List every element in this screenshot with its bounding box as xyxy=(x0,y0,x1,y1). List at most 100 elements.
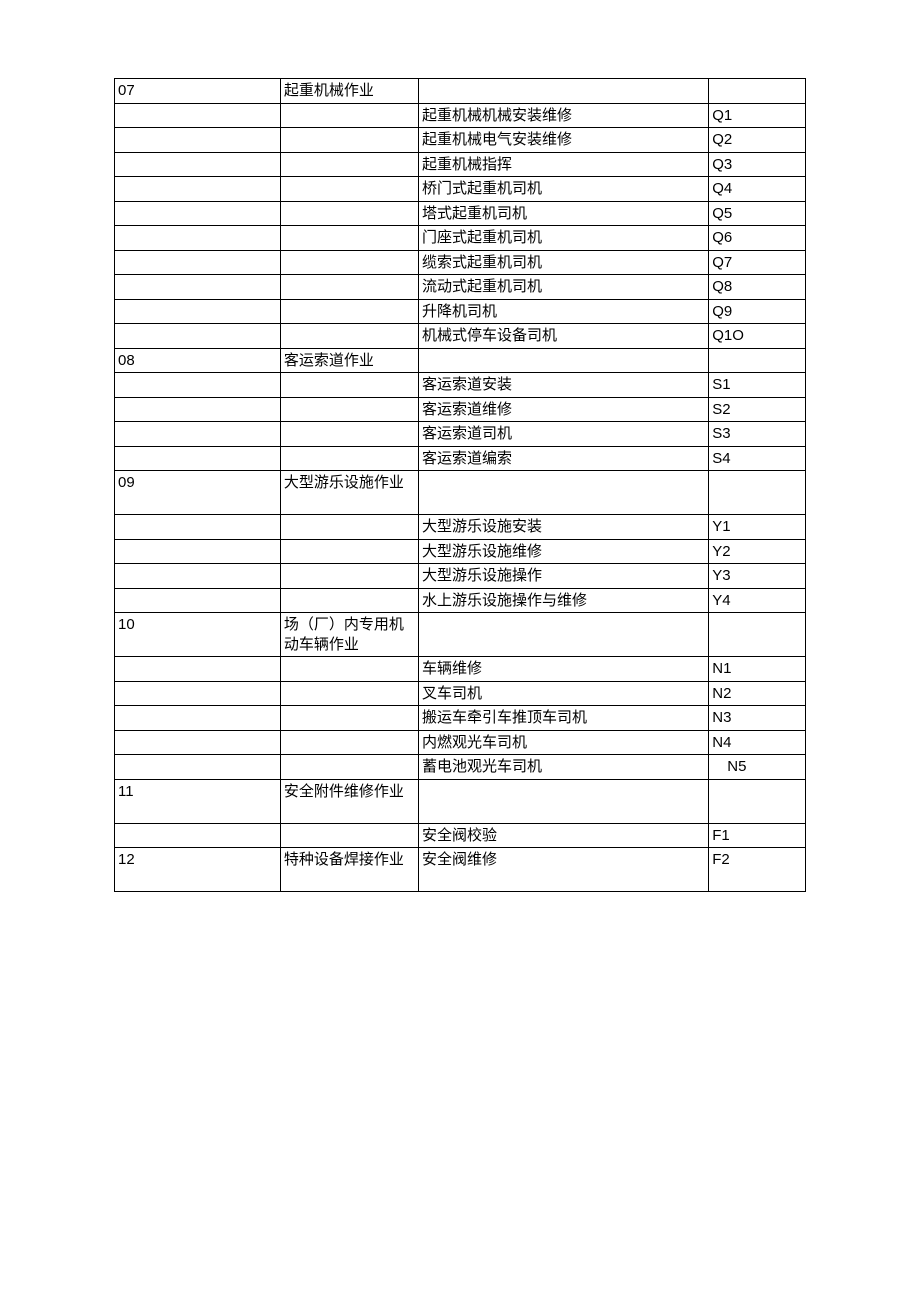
table-cell: Q5 xyxy=(709,201,806,226)
table-cell: N4 xyxy=(709,730,806,755)
table-cell: Q1 xyxy=(709,103,806,128)
table-cell: 搬运车牵引车推顶车司机 xyxy=(419,706,709,731)
table-row: 升降机司机Q9 xyxy=(115,299,806,324)
table-row: 起重机械指挥Q3 xyxy=(115,152,806,177)
table-cell xyxy=(115,755,281,780)
table-cell: 起重机械机械安装维修 xyxy=(419,103,709,128)
table-cell xyxy=(115,446,281,471)
table-cell xyxy=(280,446,418,471)
table-cell xyxy=(280,299,418,324)
table-cell xyxy=(280,397,418,422)
table-cell xyxy=(419,779,709,823)
table-cell: 机械式停车设备司机 xyxy=(419,324,709,349)
table-cell: 安全阀维修 xyxy=(419,848,709,892)
table-cell xyxy=(115,103,281,128)
table-row: 搬运车牵引车推顶车司机N3 xyxy=(115,706,806,731)
table-row: 客运索道编索S4 xyxy=(115,446,806,471)
table-cell xyxy=(280,275,418,300)
table-cell: 起重机械指挥 xyxy=(419,152,709,177)
table-row: 客运索道安装S1 xyxy=(115,373,806,398)
table-cell: Y1 xyxy=(709,515,806,540)
table-cell: Y3 xyxy=(709,564,806,589)
table-cell: 场（厂）内专用机动车辆作业 xyxy=(280,613,418,657)
table-cell xyxy=(419,613,709,657)
table-cell: 12 xyxy=(115,848,281,892)
table-row: 08客运索道作业 xyxy=(115,348,806,373)
table-cell xyxy=(709,79,806,104)
table-row: 桥门式起重机司机Q4 xyxy=(115,177,806,202)
table-cell xyxy=(115,397,281,422)
table-cell: 客运索道维修 xyxy=(419,397,709,422)
table-cell: 安全阀校验 xyxy=(419,823,709,848)
table-cell: 起重机械电气安装维修 xyxy=(419,128,709,153)
table-cell: 水上游乐设施操作与维修 xyxy=(419,588,709,613)
classification-table: 07起重机械作业起重机械机械安装维修Q1起重机械电气安装维修Q2起重机械指挥Q3… xyxy=(114,78,806,892)
table-cell xyxy=(419,348,709,373)
table-cell xyxy=(280,515,418,540)
table-cell: Q2 xyxy=(709,128,806,153)
table-cell: 蓄电池观光车司机 xyxy=(419,755,709,780)
table-cell: 内燃观光车司机 xyxy=(419,730,709,755)
table-cell xyxy=(280,152,418,177)
table-row: 水上游乐设施操作与维修Y4 xyxy=(115,588,806,613)
table-cell xyxy=(280,564,418,589)
table-cell xyxy=(115,706,281,731)
table-cell xyxy=(115,201,281,226)
table-cell: Q6 xyxy=(709,226,806,251)
table-cell: N3 xyxy=(709,706,806,731)
table-row: 门座式起重机司机Q6 xyxy=(115,226,806,251)
table-cell xyxy=(115,588,281,613)
table-cell xyxy=(280,730,418,755)
table-cell xyxy=(115,823,281,848)
table-cell: Q7 xyxy=(709,250,806,275)
table-cell xyxy=(280,657,418,682)
table-cell: Y2 xyxy=(709,539,806,564)
table-row: 大型游乐设施操作Y3 xyxy=(115,564,806,589)
table-cell xyxy=(115,657,281,682)
table-cell xyxy=(115,299,281,324)
table-cell: N2 xyxy=(709,681,806,706)
table-cell: 大型游乐设施维修 xyxy=(419,539,709,564)
table-row: 起重机械机械安装维修Q1 xyxy=(115,103,806,128)
table-row: 大型游乐设施安装Y1 xyxy=(115,515,806,540)
table-cell xyxy=(280,422,418,447)
table-cell: N5 xyxy=(709,755,806,780)
table-cell: N1 xyxy=(709,657,806,682)
table-cell xyxy=(280,539,418,564)
table-cell: F2 xyxy=(709,848,806,892)
table-cell xyxy=(280,681,418,706)
table-cell xyxy=(280,201,418,226)
table-row: 车辆维修N1 xyxy=(115,657,806,682)
table-cell: 门座式起重机司机 xyxy=(419,226,709,251)
table-cell xyxy=(280,177,418,202)
table-cell xyxy=(280,128,418,153)
table-cell xyxy=(115,564,281,589)
table-cell xyxy=(280,103,418,128)
table-cell: 车辆维修 xyxy=(419,657,709,682)
table-cell: F1 xyxy=(709,823,806,848)
table-cell: 缆索式起重机司机 xyxy=(419,250,709,275)
table-cell: 11 xyxy=(115,779,281,823)
table-cell xyxy=(115,681,281,706)
table-cell: 特种设备焊接作业 xyxy=(280,848,418,892)
table-cell: 09 xyxy=(115,471,281,515)
table-cell xyxy=(280,823,418,848)
table-cell xyxy=(115,324,281,349)
table-cell xyxy=(115,152,281,177)
table-cell xyxy=(280,706,418,731)
table-cell: 流动式起重机司机 xyxy=(419,275,709,300)
table-row: 塔式起重机司机Q5 xyxy=(115,201,806,226)
table-cell: Q9 xyxy=(709,299,806,324)
table-cell: 升降机司机 xyxy=(419,299,709,324)
table-row: 机械式停车设备司机Q1O xyxy=(115,324,806,349)
table-row: 客运索道维修S2 xyxy=(115,397,806,422)
table-cell: 叉车司机 xyxy=(419,681,709,706)
table-cell: Q3 xyxy=(709,152,806,177)
table-cell: 07 xyxy=(115,79,281,104)
table-cell: 大型游乐设施操作 xyxy=(419,564,709,589)
table-cell xyxy=(280,324,418,349)
table-row: 蓄电池观光车司机N5 xyxy=(115,755,806,780)
table-cell: S2 xyxy=(709,397,806,422)
table-cell: 塔式起重机司机 xyxy=(419,201,709,226)
table-cell xyxy=(709,348,806,373)
